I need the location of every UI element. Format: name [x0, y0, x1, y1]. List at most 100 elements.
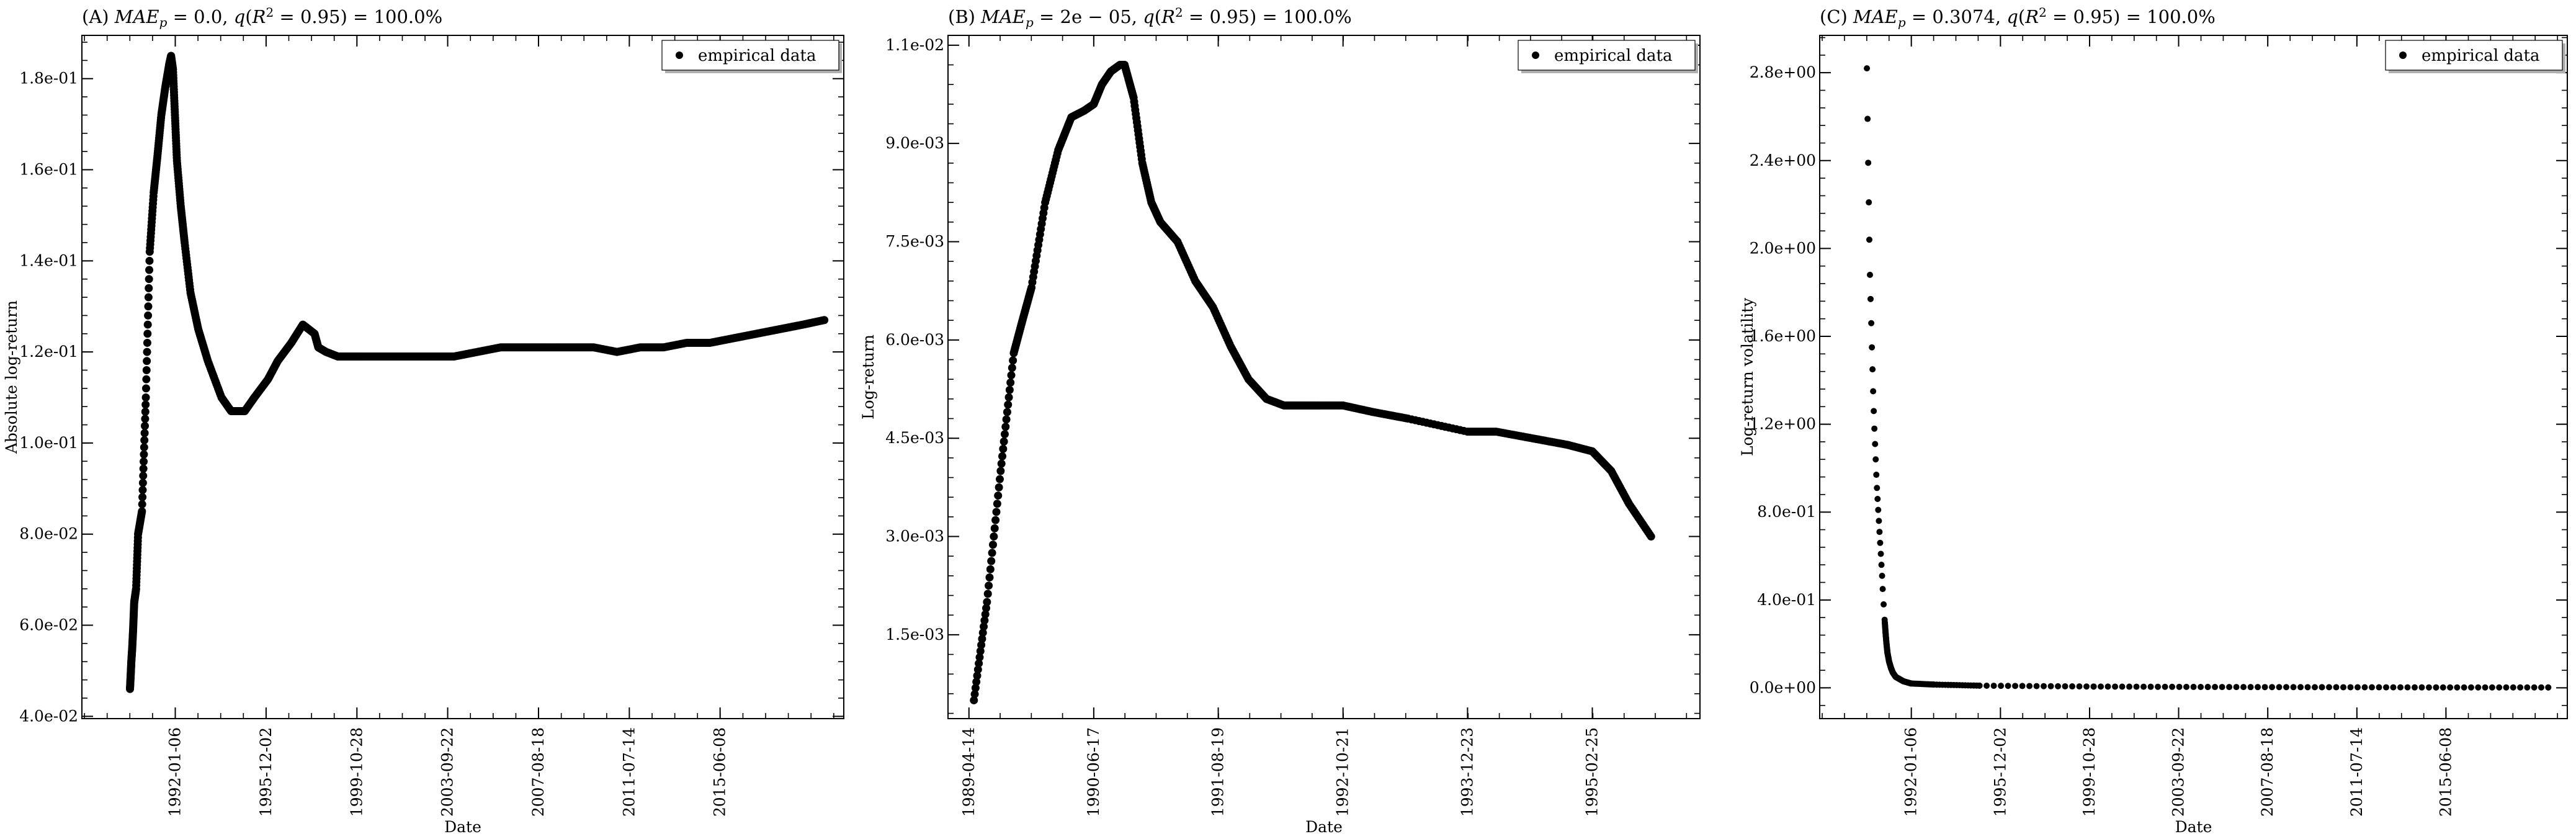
data-point — [977, 640, 986, 649]
y-tick-label: 1.2e+00 — [1750, 415, 1816, 433]
data-point — [1869, 366, 1876, 373]
data-point — [2461, 684, 2467, 691]
data-point — [2496, 684, 2503, 691]
data-point — [2247, 684, 2254, 691]
title-metric-subscript: p — [159, 15, 168, 30]
data-point — [2204, 684, 2211, 691]
data-point — [1874, 495, 1881, 502]
data-point — [1004, 393, 1013, 402]
data-point — [999, 444, 1008, 453]
data-point — [983, 590, 992, 598]
title-r: R — [1161, 6, 1175, 27]
title-panel-letter: (A) — [82, 6, 115, 27]
plot-frame — [947, 35, 1701, 719]
data-point — [2062, 683, 2068, 689]
data-point — [1007, 371, 1016, 380]
data-point — [993, 500, 1001, 508]
data-point — [985, 573, 994, 582]
title-metric-subscript: p — [1026, 15, 1034, 30]
y-tick-label: 1.6e+00 — [1750, 327, 1816, 345]
data-point — [990, 532, 998, 541]
data-point — [996, 467, 1005, 475]
y-tick-label: 6.0e-03 — [885, 331, 944, 349]
data-point — [2162, 683, 2168, 690]
data-point — [1879, 572, 1885, 579]
data-point — [1867, 295, 1874, 302]
data-point — [1879, 586, 1886, 593]
data-point — [138, 507, 146, 516]
chart-title: (C) MAEp = 0.3074, q(R2 = 0.95) = 100.0% — [1820, 5, 2216, 30]
data-point — [2376, 684, 2382, 691]
data-point — [2397, 684, 2404, 691]
y-tick-label: 1.1e-02 — [885, 36, 944, 54]
legend-label: empirical data — [2422, 47, 2539, 65]
title-metric-value: = 0.0, — [167, 6, 233, 27]
title-metric: MAE — [114, 6, 159, 27]
data-point — [1009, 356, 1017, 365]
data-point — [144, 311, 153, 320]
data-point — [138, 478, 147, 487]
title-r: R — [252, 6, 266, 27]
title-r: R — [2024, 6, 2039, 27]
y-tick-label: 4.0e-01 — [1757, 591, 1816, 609]
y-tick-label: 7.5e-03 — [885, 233, 944, 251]
data-point — [1866, 199, 1872, 206]
data-point — [1005, 385, 1014, 394]
x-tick-label: 1999-10-28 — [347, 727, 365, 817]
data-point — [142, 375, 151, 384]
title-r-superscript: 2 — [1175, 5, 1183, 20]
data-point — [2418, 684, 2425, 691]
x-tick-label: 2011-07-14 — [2348, 727, 2366, 817]
data-point — [2147, 683, 2154, 690]
data-point — [2133, 683, 2140, 690]
y-axis-label: Log-return — [859, 334, 877, 420]
data-point — [981, 610, 990, 619]
data-point — [998, 452, 1007, 460]
data-point — [988, 541, 997, 549]
data-point — [2283, 684, 2290, 691]
data-point — [144, 293, 153, 302]
chart-panel-c: (C) MAEp = 0.3074, q(R2 = 0.95) = 100.0%… — [1738, 5, 2568, 836]
y-tick-label: 1.6e-01 — [19, 161, 78, 179]
data-series — [1864, 65, 2552, 691]
title-quantile: q — [234, 6, 246, 27]
data-point — [1875, 506, 1882, 513]
x-tick-label: 1999-10-28 — [2080, 727, 2098, 817]
legend-label: empirical data — [698, 47, 816, 65]
data-point — [1008, 364, 1016, 372]
y-tick-label: 8.0e-02 — [19, 525, 78, 543]
data-point — [2047, 683, 2054, 689]
title-metric: MAE — [980, 6, 1026, 27]
data-point — [972, 678, 981, 686]
data-point — [1000, 437, 1008, 446]
data-point — [140, 429, 149, 437]
data-point — [2297, 684, 2304, 691]
x-tick-label: 1993-12-23 — [1458, 727, 1476, 817]
title-metric: MAE — [1853, 6, 1898, 27]
title-threshold: = 0.95) = 100.0% — [2047, 6, 2216, 27]
data-point — [988, 549, 996, 557]
x-tick-label: 2011-07-14 — [620, 727, 638, 817]
x-tick-label: 1995-02-25 — [1583, 727, 1601, 817]
data-point — [143, 357, 151, 366]
data-point — [1647, 532, 1655, 541]
y-tick-label: 1.2e-01 — [19, 343, 78, 361]
legend-marker — [676, 52, 683, 59]
legend-label: empirical data — [1554, 47, 1672, 65]
data-point — [2276, 684, 2283, 691]
data-point — [2347, 684, 2354, 691]
data-point — [973, 671, 982, 680]
data-point — [986, 565, 995, 573]
data-point — [1003, 408, 1011, 416]
data-point — [2404, 684, 2411, 691]
data-point — [990, 524, 999, 532]
data-point — [138, 500, 146, 509]
data-point — [1878, 562, 1885, 568]
title-paren: ( — [2018, 6, 2025, 27]
data-point — [138, 486, 147, 495]
data-point — [1866, 236, 1872, 243]
data-point — [1870, 388, 1877, 395]
legend: empirical data — [1518, 40, 1698, 73]
data-point — [1004, 400, 1013, 409]
data-point — [1869, 344, 1876, 351]
